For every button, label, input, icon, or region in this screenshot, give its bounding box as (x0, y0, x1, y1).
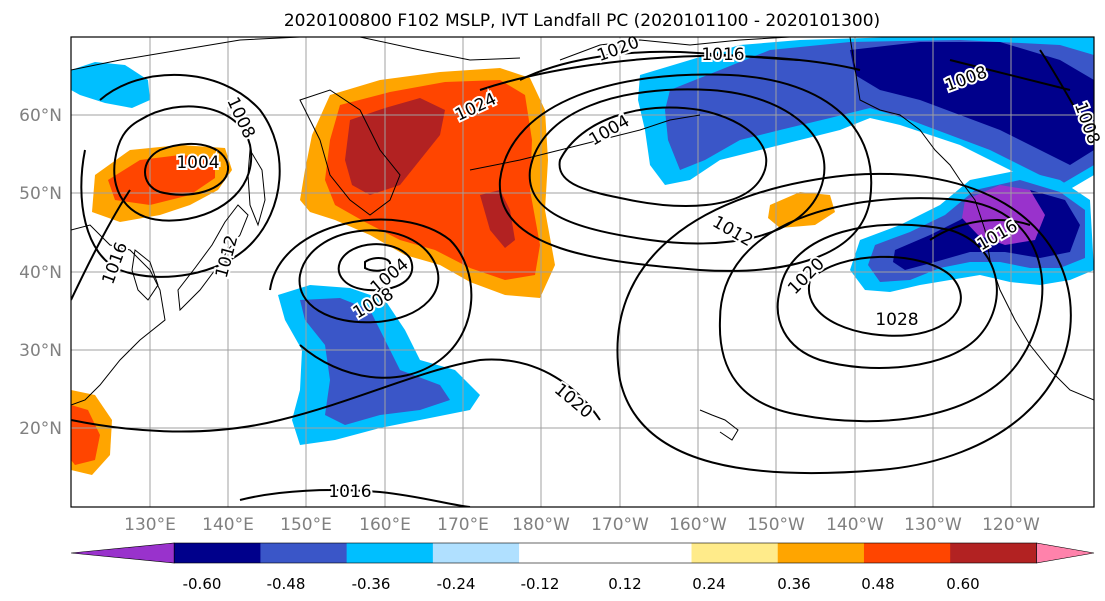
contour-low-central-inner (364, 257, 392, 272)
lon-label: 170°W (591, 515, 649, 535)
colorbar-tick-label: -0.48 (267, 575, 306, 593)
colorbar-tick-label: 0.12 (608, 575, 641, 593)
lat-label: 40°N (19, 263, 62, 283)
lon-label: 160°E (359, 515, 411, 535)
lon-label: 140°E (202, 515, 254, 535)
lon-label: 160°W (669, 515, 727, 535)
colorbar-cell (863, 543, 951, 563)
contour-label: 1004 (176, 153, 219, 173)
ivt-positive-max-bering (345, 98, 445, 195)
contour-low-central-1008 (298, 229, 440, 324)
coastline-korea (131, 249, 159, 301)
lat-label: 20°N (19, 419, 62, 439)
contour-high-1024 (776, 223, 998, 369)
contour-high-1016 (616, 172, 1072, 475)
contour-1008-gulf (528, 88, 826, 245)
map-panel: 1008 1004 1016 1012 1020 1024 1004 1008 … (19, 31, 1105, 535)
lat-label: 50°N (19, 184, 62, 204)
colorbar-extend-low (70, 542, 175, 564)
colorbar-cells (70, 542, 1095, 564)
ivt-negative-max-alaska (850, 42, 1094, 165)
contour-low-okhotsk-outer (80, 74, 281, 278)
colorbar-extend-high (1036, 542, 1095, 564)
colorbar-tick-labels: -0.60 -0.48 -0.36 -0.24 -0.12 0.12 0.24 … (183, 575, 980, 593)
colorbar-cell (777, 543, 865, 563)
colorbar-cell (519, 543, 606, 563)
lon-label: 170°E (437, 515, 489, 535)
coastline-asia (71, 224, 166, 406)
colorbar-cell (346, 543, 434, 563)
contour-low-okhotsk-mid (113, 105, 253, 222)
lat-label: 60°N (19, 106, 62, 126)
contour-1012-pnw (929, 219, 1031, 241)
ivt-negative-region-nw (71, 62, 150, 108)
contour-1016-south (71, 358, 601, 433)
ivt-positive-core-south (71, 405, 100, 465)
colorbar-tick-label: 0.36 (777, 575, 810, 593)
lon-label: 150°E (280, 515, 332, 535)
coastline-kamchatka (299, 89, 401, 216)
colorbar-cell (260, 543, 348, 563)
figure-title: 2020100800 F102 MSLP, IVT Landfall PC (2… (284, 11, 880, 31)
colorbar: -0.60 -0.48 -0.36 -0.24 -0.12 0.12 0.24 … (70, 542, 1095, 593)
contour-1016-bering (479, 54, 861, 91)
colorbar-frame (173, 542, 1037, 564)
contour-label: 1028 (875, 310, 918, 330)
mslp-contours (71, 49, 1094, 507)
lon-label: 130°W (904, 515, 962, 535)
colorbar-tick-label: 0.48 (861, 575, 894, 593)
colorbar-tick-label: 0.24 (692, 575, 725, 593)
contour-low-okhotsk-inner (144, 142, 230, 196)
lon-label: 120°W (982, 515, 1040, 535)
colorbar-tick-label: -0.12 (521, 575, 560, 593)
contour-label: 1016 (328, 482, 371, 502)
lat-label: 30°N (19, 341, 62, 361)
colorbar-cell (432, 543, 520, 563)
map-frame (70, 36, 1095, 508)
ivt-positive-region-gulf (768, 192, 835, 228)
lon-labels: 130°E 140°E 150°E 160°E 170°E 180°W 170°… (124, 515, 1040, 535)
contour-nw-1008 (949, 59, 1071, 91)
contour-low-central-1004 (337, 243, 414, 292)
lon-label: 180°W (512, 515, 570, 535)
coastline-north-america (959, 179, 1094, 401)
contour-1012-central (269, 218, 473, 379)
lon-label: 150°W (747, 515, 805, 535)
contour-1004-gulf (558, 106, 768, 207)
lat-labels: 60°N 50°N 40°N 30°N 20°N (19, 106, 62, 439)
contour-1012-east (498, 73, 873, 272)
coastline-islands (699, 409, 739, 441)
contour-high-1020 (718, 197, 1044, 423)
colorbar-cell (605, 543, 693, 563)
contour-west-1016 (71, 189, 131, 301)
lon-label: 130°E (124, 515, 176, 535)
colorbar-tick-label: -0.60 (183, 575, 222, 593)
contour-high-1028 (807, 255, 962, 337)
ivt-positive-max-bering-2 (480, 190, 515, 248)
contour-1008-bottom (239, 489, 471, 507)
coastline-siberia (71, 37, 521, 71)
colorbar-tick-label: -0.24 (437, 575, 476, 593)
lon-label: 140°W (826, 515, 884, 535)
contour-label: 1016 (701, 45, 744, 65)
contour-ne-1004 (1039, 49, 1094, 141)
colorbar-cell (691, 543, 779, 563)
ivt-negative-core-central (300, 298, 450, 425)
colorbar-tick-label: -0.36 (352, 575, 391, 593)
coastline-aleutians (469, 114, 701, 171)
colorbar-cell (950, 543, 1037, 563)
colorbar-tick-label: 0.60 (946, 575, 979, 593)
coastline-japan (177, 204, 249, 312)
colorbar-cell (174, 543, 261, 563)
